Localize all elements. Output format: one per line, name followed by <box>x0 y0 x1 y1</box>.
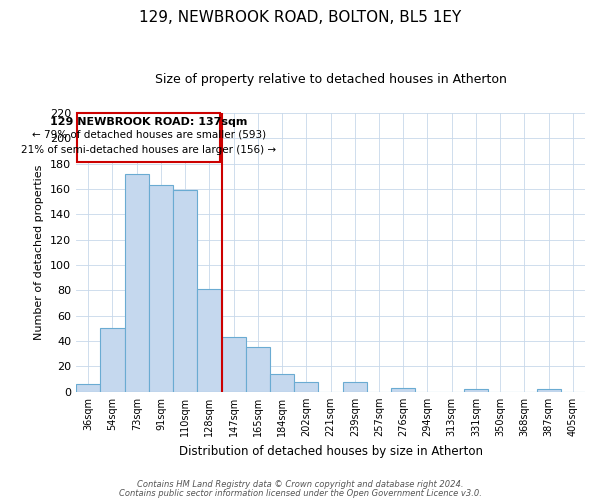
Bar <box>464 390 488 392</box>
Bar <box>149 186 173 392</box>
Text: 21% of semi-detached houses are larger (156) →: 21% of semi-detached houses are larger (… <box>21 145 277 155</box>
Bar <box>246 348 270 392</box>
Y-axis label: Number of detached properties: Number of detached properties <box>34 164 44 340</box>
Bar <box>221 338 246 392</box>
Bar <box>294 382 319 392</box>
Bar <box>125 174 149 392</box>
Bar <box>391 388 415 392</box>
Bar <box>197 289 221 392</box>
Text: 129, NEWBROOK ROAD, BOLTON, BL5 1EY: 129, NEWBROOK ROAD, BOLTON, BL5 1EY <box>139 10 461 25</box>
Text: Contains public sector information licensed under the Open Government Licence v3: Contains public sector information licen… <box>119 490 481 498</box>
Bar <box>76 384 100 392</box>
Bar <box>343 382 367 392</box>
X-axis label: Distribution of detached houses by size in Atherton: Distribution of detached houses by size … <box>179 444 482 458</box>
Bar <box>100 328 125 392</box>
Bar <box>173 190 197 392</box>
Title: Size of property relative to detached houses in Atherton: Size of property relative to detached ho… <box>155 72 506 86</box>
FancyBboxPatch shape <box>77 113 220 162</box>
Bar <box>270 374 294 392</box>
Text: 129 NEWBROOK ROAD: 137sqm: 129 NEWBROOK ROAD: 137sqm <box>50 117 248 127</box>
Bar <box>536 390 561 392</box>
Text: Contains HM Land Registry data © Crown copyright and database right 2024.: Contains HM Land Registry data © Crown c… <box>137 480 463 489</box>
Text: ← 79% of detached houses are smaller (593): ← 79% of detached houses are smaller (59… <box>32 130 266 140</box>
